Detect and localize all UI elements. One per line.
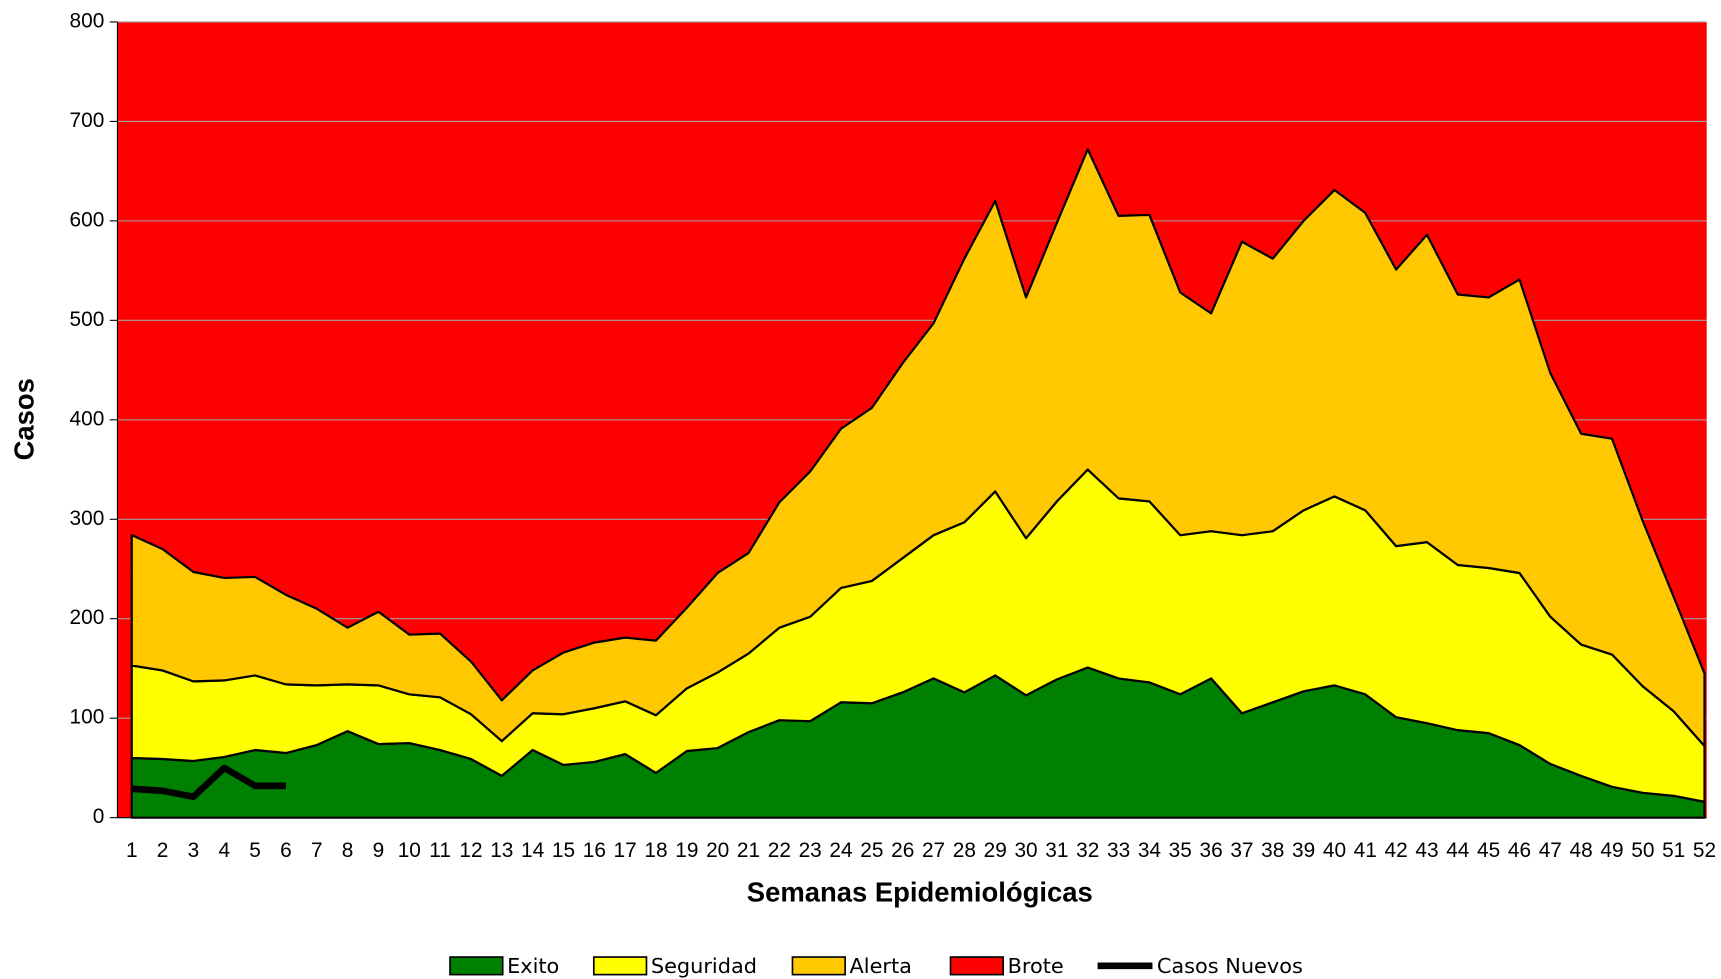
legend-label: Casos Nuevos — [1157, 954, 1303, 978]
x-tick-label: 48 — [1570, 839, 1593, 862]
x-tick-label: 45 — [1477, 839, 1500, 862]
x-tick-label: 15 — [552, 839, 575, 862]
y-tick-label: 700 — [70, 109, 105, 132]
x-tick-label: 47 — [1539, 839, 1562, 862]
x-tick-label: 28 — [953, 839, 976, 862]
x-tick-label: 38 — [1261, 839, 1284, 862]
x-tick-label: 42 — [1385, 839, 1408, 862]
y-tick-label: 800 — [70, 9, 105, 32]
x-tick-label: 13 — [490, 839, 513, 862]
x-tick-label: 9 — [373, 839, 385, 862]
x-tick-label: 44 — [1446, 839, 1469, 862]
x-tick-label: 46 — [1508, 839, 1531, 862]
x-tick-label: 37 — [1230, 839, 1253, 862]
y-tick-label: 600 — [70, 208, 105, 231]
x-tick-label: 34 — [1138, 839, 1161, 862]
legend-label: Alerta — [850, 954, 912, 978]
x-tick-label: 52 — [1693, 839, 1716, 862]
x-tick-label: 18 — [644, 839, 667, 862]
x-tick-label: 6 — [280, 839, 292, 862]
legend-label: Seguridad — [651, 954, 757, 978]
x-tick-label: 12 — [459, 839, 482, 862]
legend-swatch — [449, 956, 504, 976]
x-tick-label: 32 — [1076, 839, 1099, 862]
x-tick-label: 1 — [126, 839, 138, 862]
legend-item: Casos Nuevos — [1097, 954, 1303, 978]
x-tick-label: 39 — [1292, 839, 1315, 862]
y-tick-label: 500 — [70, 308, 105, 331]
y-tick-label: 200 — [70, 606, 105, 629]
legend-item: Alerta — [791, 954, 912, 978]
legend-item: Exito — [449, 954, 559, 978]
x-tick-label: 11 — [429, 839, 451, 862]
x-tick-label: 17 — [614, 839, 637, 862]
x-tick-label: 26 — [891, 839, 914, 862]
x-tick-label: 40 — [1323, 839, 1346, 862]
x-tick-label: 23 — [799, 839, 822, 862]
x-tick-label: 14 — [521, 839, 544, 862]
x-tick-label: 29 — [984, 839, 1007, 862]
x-tick-label: 19 — [675, 839, 698, 862]
y-axis-title: Casos — [9, 378, 40, 460]
y-tick-label: 300 — [70, 507, 105, 530]
legend-swatch — [592, 956, 648, 976]
x-tick-label: 24 — [829, 839, 852, 862]
x-tick-label: 7 — [311, 839, 323, 862]
legend-label: Exito — [507, 954, 559, 978]
x-axis-title: Semanas Epidemiológicas — [747, 877, 1093, 908]
x-tick-label: 49 — [1600, 839, 1623, 862]
x-tick-label: 25 — [860, 839, 883, 862]
x-tick-label: 21 — [737, 839, 760, 862]
line — [131, 764, 286, 801]
x-tick-label: 22 — [768, 839, 791, 862]
x-tick-label: 5 — [249, 839, 261, 862]
x-tick-label: 35 — [1169, 839, 1192, 862]
x-tick-label: 33 — [1107, 839, 1130, 862]
x-tick-label: 4 — [218, 839, 230, 862]
legend-item: Brote — [949, 954, 1064, 978]
legend-item: Seguridad — [592, 954, 757, 978]
x-tick-label: 16 — [583, 839, 606, 862]
x-tick-label: 10 — [398, 839, 421, 862]
y-tick-label: 100 — [70, 706, 105, 729]
x-tick-label: 41 — [1354, 839, 1377, 862]
x-tick-label: 20 — [706, 839, 729, 862]
x-tick-label: 3 — [188, 839, 200, 862]
legend-swatch — [949, 956, 1005, 976]
x-tick-label: 2 — [157, 839, 169, 862]
x-tick-label: 30 — [1014, 839, 1037, 862]
x-tick-label: 43 — [1415, 839, 1438, 862]
x-tick-label: 8 — [342, 839, 354, 862]
x-tick-label: 31 — [1045, 839, 1068, 862]
x-tick-label: 36 — [1199, 839, 1222, 862]
x-tick-label: 50 — [1631, 839, 1654, 862]
x-tick-label: 51 — [1662, 839, 1685, 862]
y-tick-label: 0 — [93, 805, 105, 828]
area — [130, 148, 1706, 748]
y-tick-label: 400 — [70, 407, 105, 430]
legend-label: Brote — [1008, 954, 1064, 978]
legend-swatch — [791, 956, 846, 976]
x-tick-label: 27 — [922, 839, 945, 862]
